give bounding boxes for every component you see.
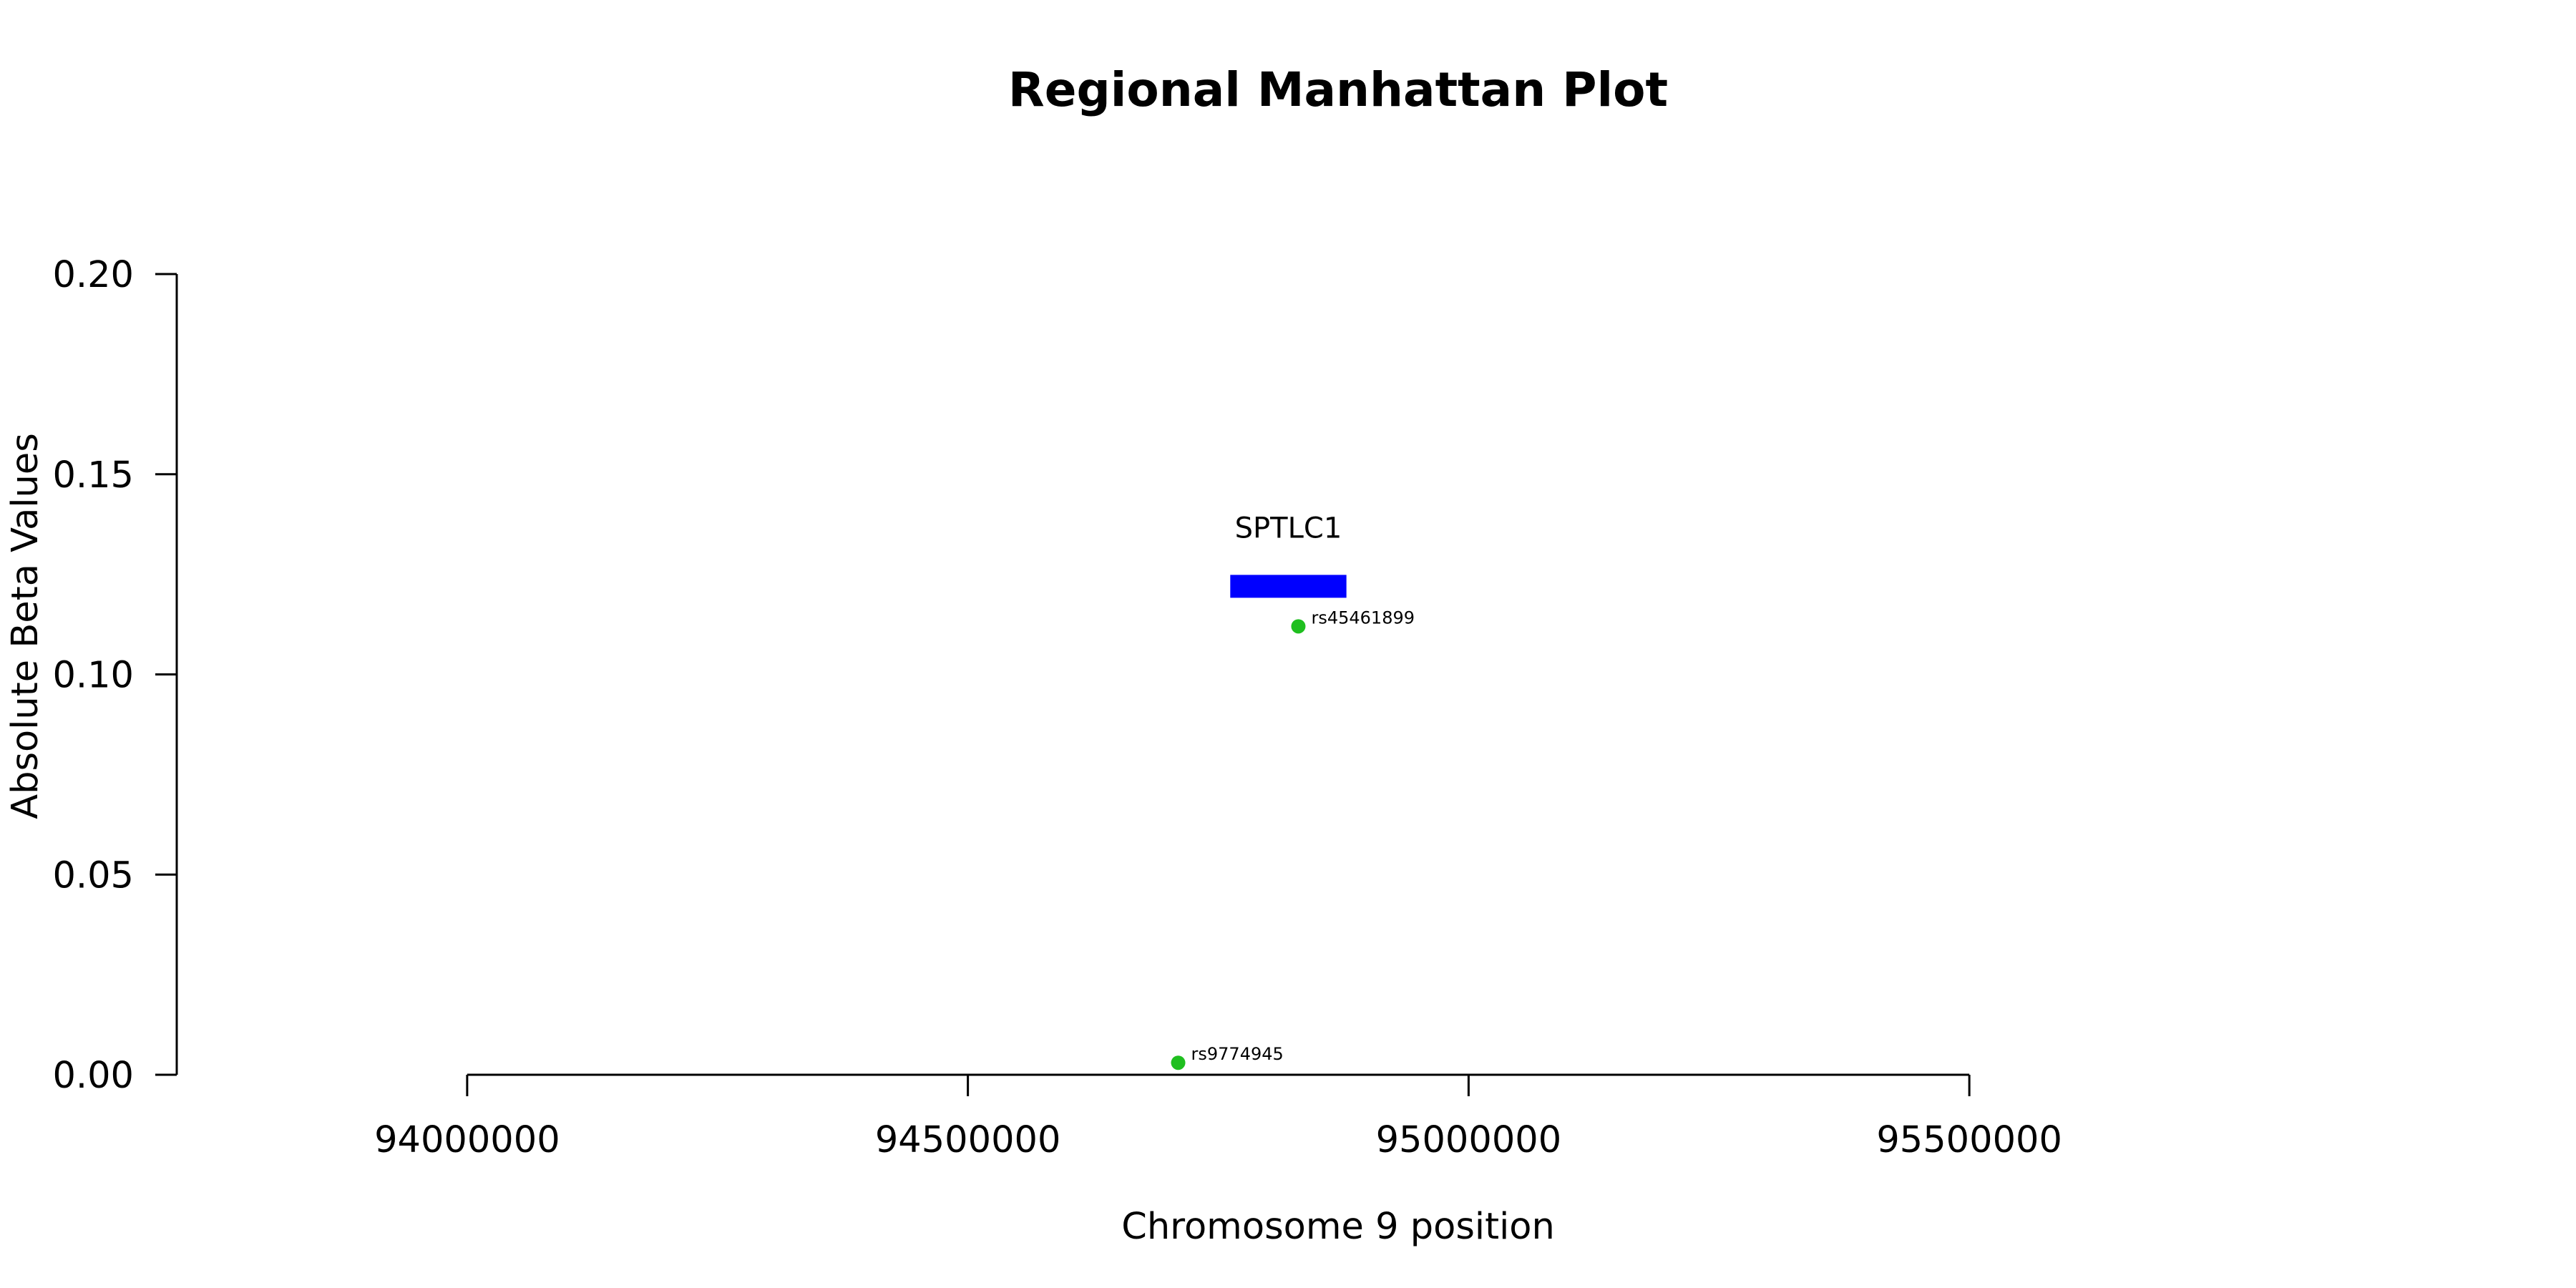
- snp-label: rs45461899: [1311, 608, 1415, 628]
- gene-bar: [1230, 575, 1347, 598]
- y-tick-label: 0.20: [52, 254, 134, 296]
- y-axis-label: Absolute Beta Values: [4, 433, 47, 819]
- snp-point: [1171, 1055, 1186, 1070]
- snp-label: rs9774945: [1191, 1044, 1284, 1064]
- y-tick-label: 0.10: [52, 655, 134, 697]
- y-tick-label: 0.00: [52, 1055, 134, 1097]
- x-tick-label: 95000000: [1376, 1119, 1562, 1161]
- x-tick-label: 95500000: [1876, 1119, 2062, 1161]
- snp-points: rs45461899 rs9774945: [1171, 608, 1415, 1070]
- chart-title: Regional Manhattan Plot: [1008, 62, 1668, 117]
- x-axis-label: Chromosome 9 position: [1121, 1206, 1555, 1248]
- gene-track: SPTLC1: [1230, 512, 1347, 598]
- x-axis: 94000000 94500000 95000000 95500000: [374, 1073, 2062, 1161]
- y-axis: 0.00 0.05 0.10 0.15 0.20: [52, 254, 178, 1097]
- snp-point: [1291, 619, 1306, 634]
- y-tick-label: 0.15: [52, 454, 134, 497]
- gene-label: SPTLC1: [1235, 512, 1342, 545]
- y-tick-label: 0.05: [52, 854, 134, 897]
- x-tick-label: 94500000: [875, 1119, 1061, 1161]
- x-tick-label: 94000000: [374, 1119, 560, 1161]
